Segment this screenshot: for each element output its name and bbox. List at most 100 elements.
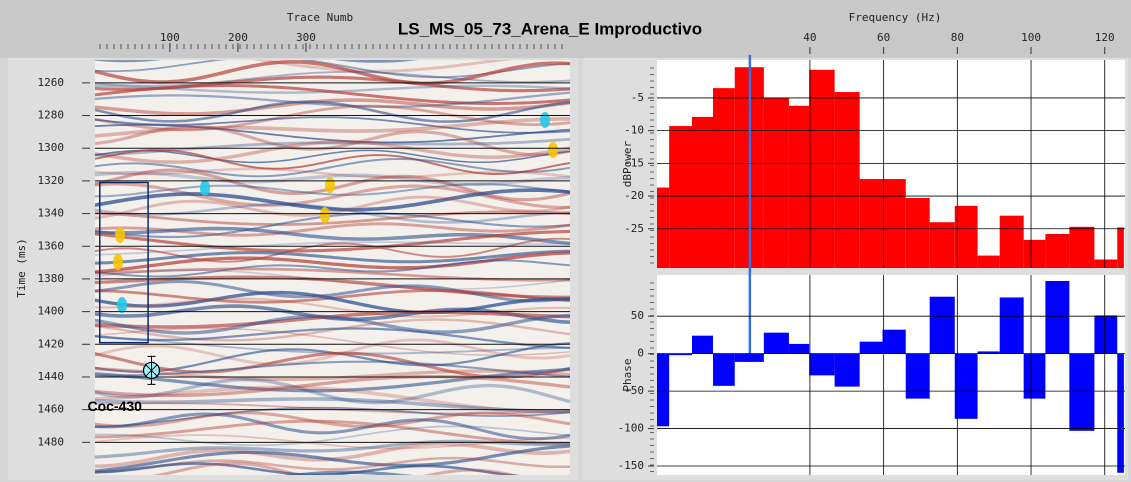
amplitude-spot	[325, 177, 335, 193]
seismic-event	[95, 98, 570, 116]
amplitude-spot	[540, 112, 550, 128]
bar	[692, 335, 714, 354]
bar	[1117, 353, 1124, 473]
x-axis-label: Frequency (Hz)	[849, 11, 942, 24]
seismic-event	[95, 313, 570, 335]
amplitude-spot	[200, 180, 210, 196]
y-tick-label: 1280	[38, 109, 65, 122]
seismic-event	[95, 462, 570, 475]
bar	[809, 69, 835, 269]
y-tick-label: 1480	[38, 435, 65, 448]
bar	[1094, 315, 1118, 354]
bar	[1023, 239, 1046, 268]
y-tick-label: -15	[624, 156, 644, 169]
seismic-event	[95, 367, 570, 382]
seismic-event	[95, 385, 570, 414]
bar	[692, 116, 714, 268]
seismic-event	[95, 367, 570, 393]
y-tick-label: -100	[618, 422, 645, 435]
seismic-event	[151, 461, 518, 475]
y-tick-label: -50	[624, 384, 644, 397]
amplitude-spot	[113, 254, 123, 270]
x-tick-label: 40	[803, 31, 816, 44]
x-tick-label: 100	[160, 31, 180, 44]
bar	[954, 205, 978, 268]
bar	[977, 351, 1000, 354]
y-tick-label: 50	[631, 309, 644, 322]
y-tick-label: -10	[624, 124, 644, 137]
y-tick-label: 1460	[38, 403, 65, 416]
seismic-event	[95, 290, 570, 315]
bar	[905, 353, 930, 399]
y-tick-label: 1260	[38, 76, 65, 89]
amplitude-spot	[115, 227, 125, 243]
bar	[734, 353, 764, 362]
bar	[1094, 259, 1118, 268]
seismic-event	[95, 241, 570, 256]
seismic-event	[95, 360, 570, 378]
bar	[657, 353, 670, 427]
seismic-event	[95, 212, 570, 239]
seismic-event	[95, 374, 570, 398]
seismic-event	[95, 237, 570, 263]
seismic-event	[95, 182, 570, 209]
seismic-event	[95, 167, 570, 179]
bar	[809, 353, 835, 376]
bar	[1045, 233, 1070, 268]
bar	[713, 88, 735, 268]
seismic-event	[95, 210, 570, 226]
bar	[954, 353, 978, 419]
bar	[999, 297, 1024, 354]
seismic-event	[95, 338, 570, 366]
bar	[788, 105, 810, 268]
bar	[999, 215, 1024, 268]
y-tick-label: 1340	[38, 207, 65, 220]
seismic-event	[95, 84, 570, 105]
bar	[657, 187, 670, 268]
bar	[669, 353, 693, 356]
bar	[834, 353, 860, 387]
bar	[669, 126, 693, 268]
seismic-event	[95, 327, 570, 350]
seismic-event	[95, 183, 570, 198]
seismic-event	[95, 188, 570, 212]
section-plot	[95, 60, 570, 475]
seismic-event	[95, 104, 570, 132]
x-axis-label: Trace Numb	[287, 11, 353, 24]
bar	[1023, 353, 1046, 399]
bar	[977, 255, 1000, 268]
y-tick-label: 1380	[38, 272, 65, 285]
x-tick-label: 120	[1095, 31, 1115, 44]
bar	[713, 353, 735, 386]
seismic-event	[95, 406, 570, 429]
bar	[1069, 226, 1095, 268]
y-tick-label: 1360	[38, 239, 65, 252]
seismic-event	[95, 280, 570, 303]
y-tick-label: 1440	[38, 370, 65, 383]
seismic-event	[95, 139, 570, 164]
amplitude-spot	[548, 142, 558, 158]
bar	[834, 92, 860, 268]
seismic-event	[95, 149, 570, 164]
bar	[1117, 227, 1124, 268]
seismic-event	[95, 100, 570, 123]
seismic-event	[95, 249, 570, 265]
well-marker	[142, 355, 161, 385]
y-axis-label: Phase	[621, 358, 634, 391]
seismic-event	[95, 195, 570, 220]
bar	[929, 222, 955, 268]
seismic-event	[95, 158, 570, 178]
chart-title: LS_MS_05_73_Arena_E Improductivo	[398, 19, 702, 38]
header-bar	[0, 0, 1131, 58]
bar	[859, 341, 883, 354]
bar	[905, 198, 930, 268]
bar	[929, 296, 955, 354]
bar	[1069, 353, 1095, 431]
seismic-event	[95, 402, 570, 415]
seismic-event	[95, 327, 570, 356]
target-box	[99, 181, 149, 344]
seismic-event	[95, 444, 570, 473]
bar	[882, 329, 906, 354]
